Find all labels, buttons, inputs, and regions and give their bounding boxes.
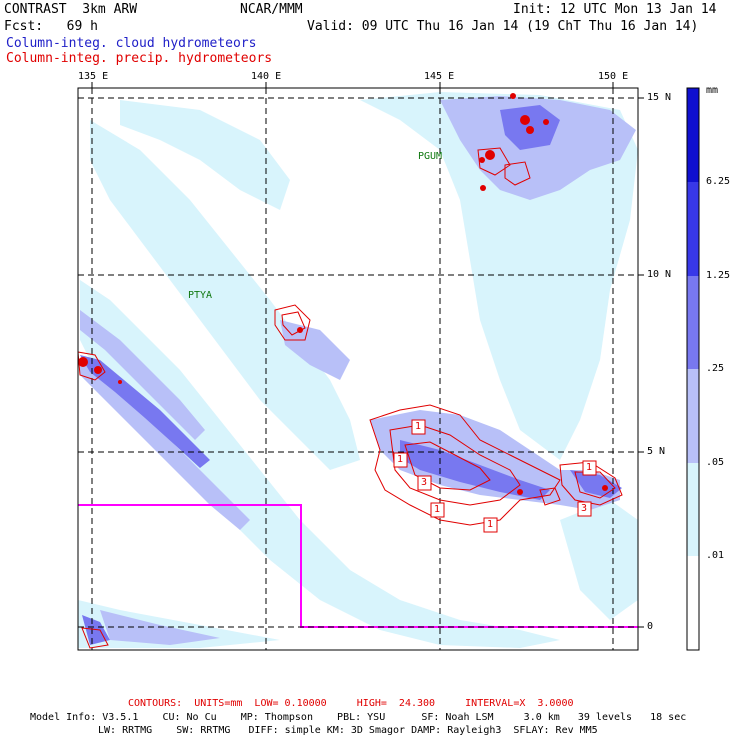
- contour-label: 1: [397, 454, 404, 465]
- legend-cloud: Column-integ. cloud hydrometeors: [6, 36, 257, 51]
- model-info: Model Info: V3.5.1 CU: No Cu MP: Thompso…: [30, 712, 687, 723]
- lat-label-15n: 15 N: [647, 92, 672, 103]
- lon-label-150: 150 E: [598, 71, 629, 82]
- lon-label-140: 140 E: [251, 71, 282, 82]
- map-frame: [77, 87, 639, 651]
- lon-label-135: 135 E: [78, 71, 109, 82]
- lat-label-0: 0: [647, 621, 654, 632]
- contour-label: 3: [421, 477, 428, 488]
- cloud-field: [78, 92, 638, 648]
- lat-label-10n: 10 N: [647, 269, 672, 280]
- station-label-ptya: PTYA: [188, 290, 213, 301]
- colorbar-swatch-6: [687, 556, 699, 650]
- station-label-pgum: PGUM: [418, 151, 443, 162]
- model-title: CONTRAST 3km ARW: [4, 2, 138, 17]
- contour-label: 1: [586, 462, 593, 473]
- contour-label-boxes: [393, 419, 597, 533]
- colorbar-level-6-25: 6.25: [706, 176, 731, 187]
- contour-info: CONTOURS: UNITS=mm LOW= 0.10000 HIGH= 24…: [128, 698, 574, 709]
- legend-precip: Column-integ. precip. hydrometeors: [6, 51, 273, 66]
- colorbar-level-1-25: 1.25: [706, 270, 731, 281]
- lon-label-145: 145 E: [424, 71, 455, 82]
- colorbar: [686, 87, 700, 651]
- contour-label: 3: [581, 503, 588, 514]
- valid-time: Valid: 09 UTC Thu 16 Jan 14 (19 ChT Thu …: [307, 19, 699, 34]
- precip-cores: [78, 93, 608, 495]
- colorbar-swatch-1: [687, 88, 699, 182]
- contour-label: 1: [415, 421, 422, 432]
- init-time: Init: 12 UTC Mon 13 Jan 14: [513, 2, 717, 17]
- lat-label-5n: 5 N: [647, 446, 666, 457]
- colorbar-swatch-5: [687, 463, 699, 556]
- colorbar-level-0-05: .05: [706, 457, 725, 468]
- model-info-physics: LW: RRTMG SW: RRTMG DIFF: simple KM: 3D …: [98, 725, 598, 736]
- colorbar-swatch-3: [687, 276, 699, 369]
- colorbar-swatch-4: [687, 369, 699, 463]
- colorbar-swatch-2: [687, 182, 699, 276]
- colorbar-level-0-25: .25: [706, 363, 725, 374]
- colorbar-unit: mm: [706, 85, 719, 96]
- forecast-hour: Fcst: 69 h: [4, 19, 98, 34]
- contour-label: 1: [487, 519, 494, 530]
- colorbar-level-0-01: .01: [706, 550, 725, 561]
- frame-ticks: [91, 82, 644, 628]
- grid-lines: [78, 88, 638, 650]
- contour-label: 1: [434, 504, 441, 515]
- center-label: NCAR/MMM: [240, 2, 303, 17]
